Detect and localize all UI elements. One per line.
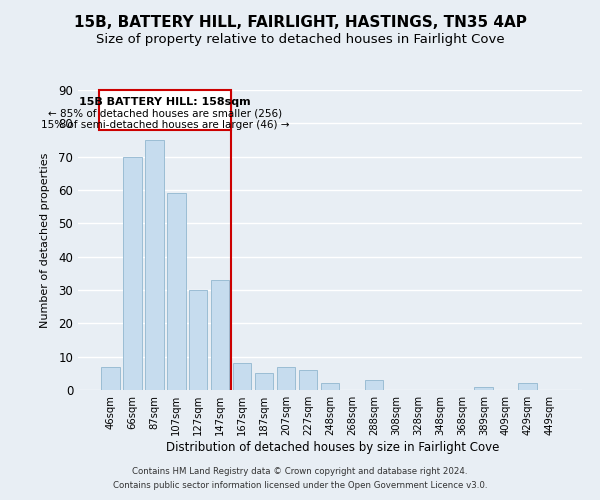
- Bar: [320, 384, 340, 390]
- Text: Contains public sector information licensed under the Open Government Licence v3: Contains public sector information licen…: [113, 481, 487, 490]
- Text: Contains HM Land Registry data © Crown copyright and database right 2024.: Contains HM Land Registry data © Crown c…: [132, 467, 468, 476]
- Bar: [255, 374, 274, 390]
- Bar: [233, 364, 251, 390]
- Bar: [189, 290, 208, 390]
- Bar: [365, 380, 383, 390]
- Text: 15B, BATTERY HILL, FAIRLIGHT, HASTINGS, TN35 4AP: 15B, BATTERY HILL, FAIRLIGHT, HASTINGS, …: [74, 15, 526, 30]
- Bar: [277, 366, 295, 390]
- Text: 15% of semi-detached houses are larger (46) →: 15% of semi-detached houses are larger (…: [41, 120, 289, 130]
- Bar: [475, 386, 493, 390]
- Bar: [299, 370, 317, 390]
- Bar: [167, 194, 185, 390]
- Bar: [518, 384, 537, 390]
- Y-axis label: Number of detached properties: Number of detached properties: [40, 152, 50, 328]
- Text: 15B BATTERY HILL: 158sqm: 15B BATTERY HILL: 158sqm: [79, 96, 251, 106]
- Bar: [145, 140, 164, 390]
- Text: ← 85% of detached houses are smaller (256): ← 85% of detached houses are smaller (25…: [48, 108, 282, 118]
- Bar: [99, 90, 231, 130]
- Text: Distribution of detached houses by size in Fairlight Cove: Distribution of detached houses by size …: [166, 441, 500, 454]
- Bar: [123, 156, 142, 390]
- Bar: [101, 366, 119, 390]
- Bar: [211, 280, 229, 390]
- Text: Size of property relative to detached houses in Fairlight Cove: Size of property relative to detached ho…: [95, 32, 505, 46]
